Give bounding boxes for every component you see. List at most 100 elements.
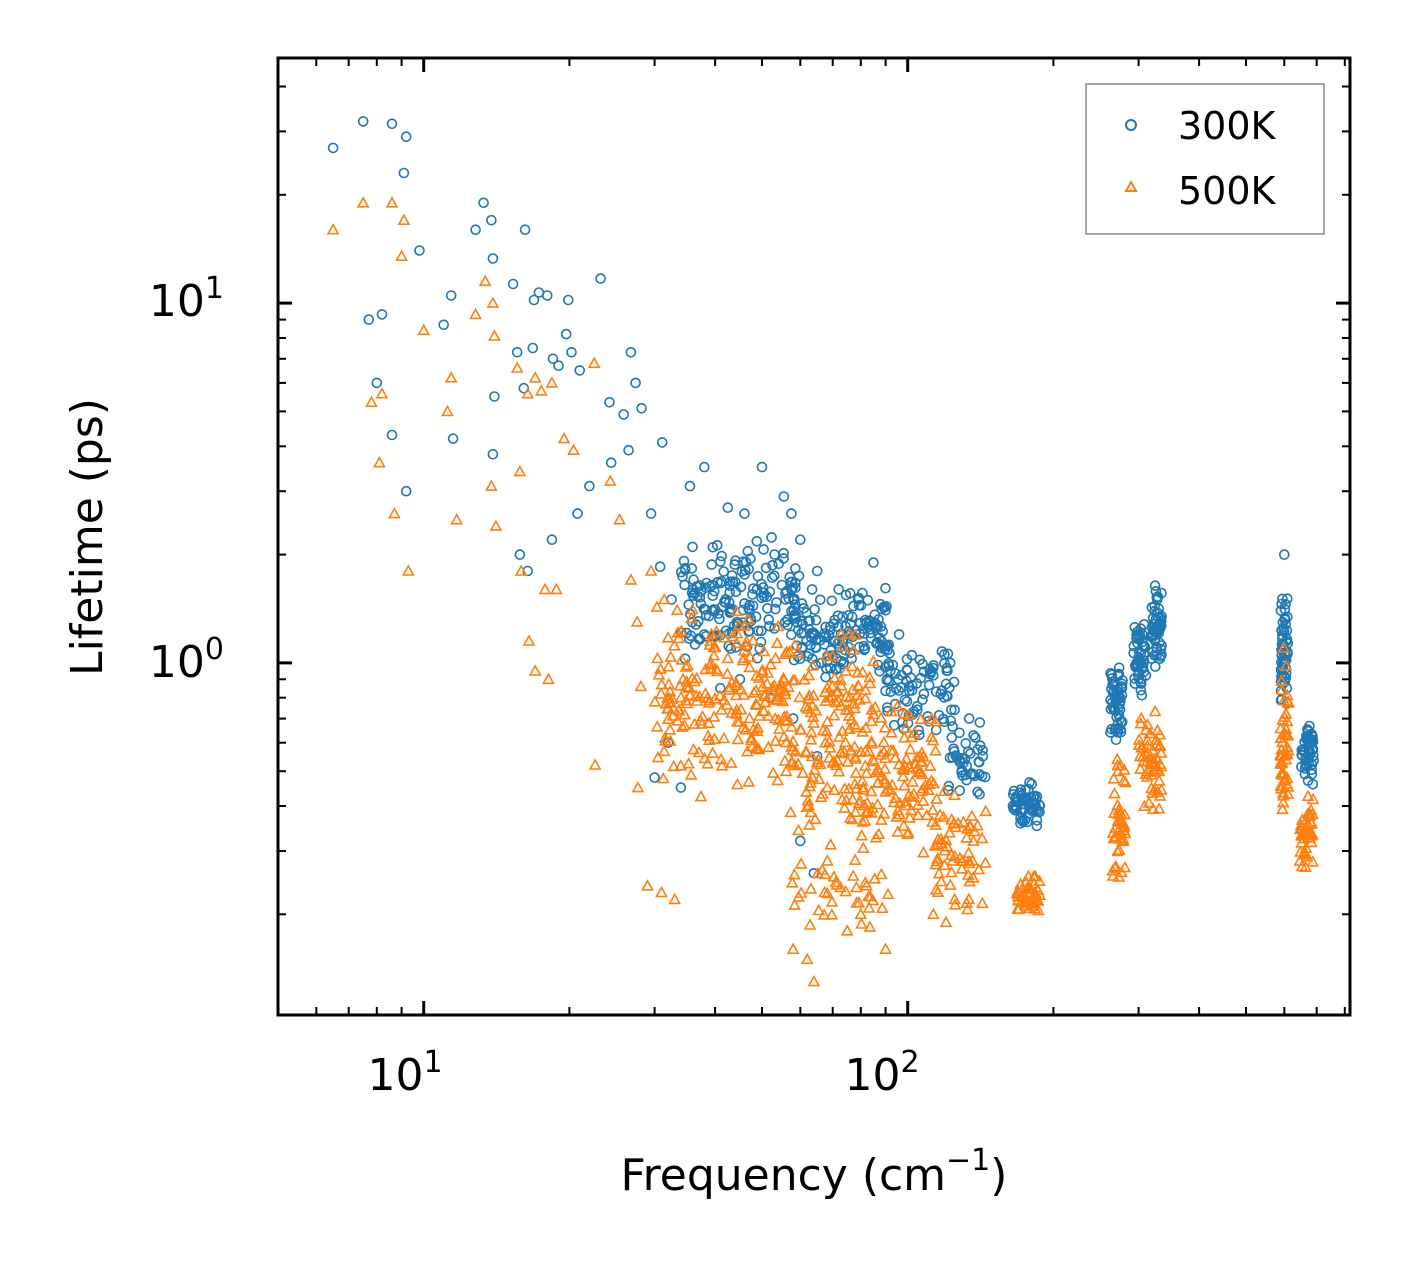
300k-point [1296, 749, 1307, 761]
500k-point [801, 702, 814, 714]
500k-point [657, 744, 671, 757]
500k-point [650, 720, 664, 732]
500k-point [807, 716, 821, 728]
500k-point [709, 662, 723, 675]
500k-point [1140, 770, 1154, 782]
500k-point [742, 775, 756, 787]
500k-point [1134, 716, 1147, 729]
300k-point [1034, 800, 1046, 811]
300k-point [363, 314, 375, 325]
500k-point [809, 703, 823, 716]
500k-point [662, 677, 676, 690]
500k-point [971, 818, 984, 831]
300k-point [725, 643, 737, 654]
500k-point [913, 765, 927, 778]
300k-point [1025, 792, 1037, 804]
500k-point [701, 729, 715, 741]
300k-point [687, 590, 699, 602]
300k-point [1021, 816, 1033, 828]
300k-point [1156, 640, 1167, 651]
300k-point [1015, 784, 1027, 795]
500k-point [839, 735, 852, 748]
500k-point [682, 757, 696, 769]
500k-point [859, 805, 873, 817]
300k-point [913, 729, 925, 741]
300k-point [371, 377, 383, 389]
500k-point [851, 678, 865, 691]
500k-point [840, 924, 854, 936]
500k-point [757, 644, 771, 657]
500k-point [887, 795, 901, 808]
500k-point [788, 673, 802, 685]
500k-point [848, 853, 862, 866]
500k-point [1276, 766, 1290, 778]
300k-point [876, 603, 888, 615]
500k-point [925, 815, 939, 827]
300k-point [701, 577, 712, 589]
500k-point [630, 615, 644, 627]
300k-point [901, 665, 913, 676]
300k-point [890, 668, 901, 679]
500k-point [779, 764, 793, 777]
300k-point [1277, 662, 1288, 673]
300k-point [1107, 701, 1119, 713]
500k-point [678, 708, 692, 720]
300k-point [801, 607, 812, 618]
500k-point [450, 513, 464, 525]
500k-point [875, 867, 888, 880]
500k-point [713, 689, 727, 701]
500k-point [948, 788, 961, 801]
500k-point [939, 915, 953, 928]
500k-point [786, 942, 800, 955]
500k-point [849, 720, 863, 733]
300k-point [810, 614, 822, 626]
300k-point [771, 597, 782, 608]
500k-point [676, 720, 689, 732]
500k-point [534, 384, 548, 396]
300k-point [979, 771, 991, 783]
500k-point [652, 668, 666, 680]
500k-point [785, 720, 798, 732]
500k-point [722, 683, 736, 695]
500k-point [478, 274, 492, 287]
500k-point [906, 775, 919, 787]
500k-point [877, 735, 891, 748]
500k-point [538, 582, 552, 595]
300k-point [899, 694, 911, 706]
300k-point [1030, 799, 1041, 811]
500k-point [925, 774, 938, 786]
500k-point [843, 627, 857, 639]
500k-point [976, 896, 989, 909]
300k-point [766, 532, 777, 543]
500k-point [955, 862, 969, 874]
500k-point [793, 722, 807, 735]
500k-point [730, 604, 744, 617]
300k-point [1020, 784, 1031, 796]
300k-point [706, 579, 718, 591]
300k-point [714, 613, 725, 625]
300k-point [868, 557, 879, 568]
500k-point [934, 874, 948, 887]
300k-point [788, 605, 799, 617]
300k-point [1277, 593, 1288, 605]
300k-point [1111, 711, 1122, 723]
300k-point [1131, 657, 1142, 669]
300k-point [744, 599, 755, 611]
500k-point [752, 671, 766, 683]
500k-point [747, 686, 761, 698]
300k-point [1128, 647, 1139, 659]
axis-ticks [277, 58, 1350, 1015]
500k-point [817, 908, 831, 920]
300k-point [1276, 638, 1288, 650]
500k-point [835, 792, 849, 805]
legend-marker-500k [1124, 179, 1138, 192]
500k-point [1116, 831, 1129, 844]
x-axis-label: Frequency (cm−1) [621, 1143, 1008, 1201]
300k-point [739, 508, 750, 519]
500k-point [489, 519, 503, 531]
500k-point [802, 692, 816, 704]
500k-point [714, 752, 728, 765]
500k-point [929, 744, 942, 756]
300k-point [796, 627, 807, 639]
500k-point [792, 823, 805, 836]
